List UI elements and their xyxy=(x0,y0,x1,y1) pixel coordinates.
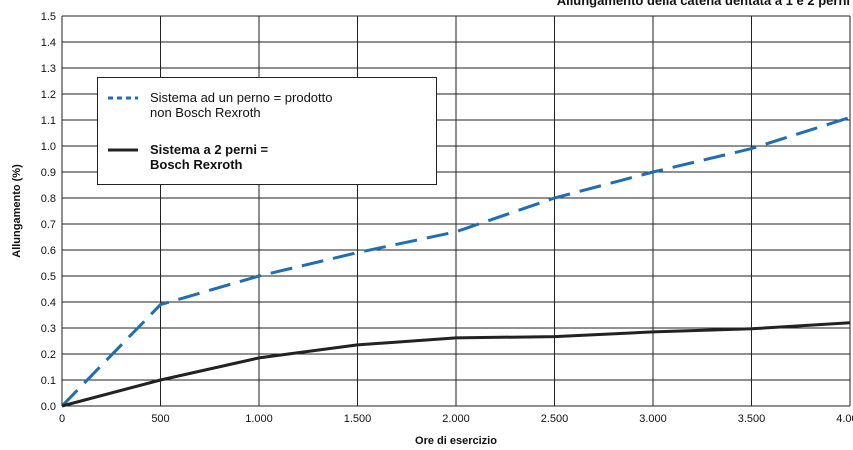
x-tick-label: 500 xyxy=(151,413,169,425)
x-tick-label: 0 xyxy=(59,413,65,425)
x-tick-label: 1.000 xyxy=(245,413,273,425)
y-tick-label: 0.3 xyxy=(41,323,56,335)
y-tick-label: 1.3 xyxy=(41,63,56,75)
y-tick-label: 0.1 xyxy=(41,375,56,387)
line-series xyxy=(61,321,851,408)
chart-title: Allungamento della catena dentata a 1 e … xyxy=(557,0,850,8)
x-tick-label: 1.500 xyxy=(344,413,372,425)
y-tick-label: 0.5 xyxy=(41,271,56,283)
y-tick-label: 0.4 xyxy=(41,297,56,309)
x-tick-label: 2.500 xyxy=(541,413,569,425)
y-tick-label: 1.4 xyxy=(41,37,56,49)
line-series xyxy=(60,115,851,408)
legend-swatch xyxy=(108,96,138,100)
y-tick-label: 0.8 xyxy=(41,193,56,205)
y-tick-label: 0.7 xyxy=(41,219,56,231)
legend-item: Sistema ad un perno = prodotto non Bosch… xyxy=(108,90,335,120)
x-tick-label: 2.000 xyxy=(442,413,470,425)
x-tick-label: 4.000 xyxy=(836,413,853,425)
y-tick-label: 0.6 xyxy=(41,245,56,257)
x-axis-title: Ore di esercizio xyxy=(415,435,497,447)
legend-label: Sistema ad un perno = prodotto non Bosch… xyxy=(150,90,333,120)
x-tick-label: 3.500 xyxy=(738,413,766,425)
legend-item: Sistema a 2 perni = Bosch Rexroth xyxy=(108,142,290,172)
y-axis-title: Allungamento (%) xyxy=(11,164,23,258)
y-tick-label: 0.9 xyxy=(41,167,56,179)
y-tick-label: 1.0 xyxy=(41,141,56,153)
legend: Sistema ad un perno = prodotto non Bosch… xyxy=(97,77,437,185)
y-tick-label: 1.2 xyxy=(41,89,56,101)
y-tick-label: 0.2 xyxy=(41,349,56,361)
y-tick-label: 0.0 xyxy=(41,401,56,413)
x-tick-label: 3.000 xyxy=(639,413,667,425)
legend-label: Sistema a 2 perni = Bosch Rexroth xyxy=(150,142,269,172)
y-tick-label: 1.5 xyxy=(41,11,56,23)
legend-swatch xyxy=(108,148,138,152)
y-tick-label: 1.1 xyxy=(41,115,56,127)
